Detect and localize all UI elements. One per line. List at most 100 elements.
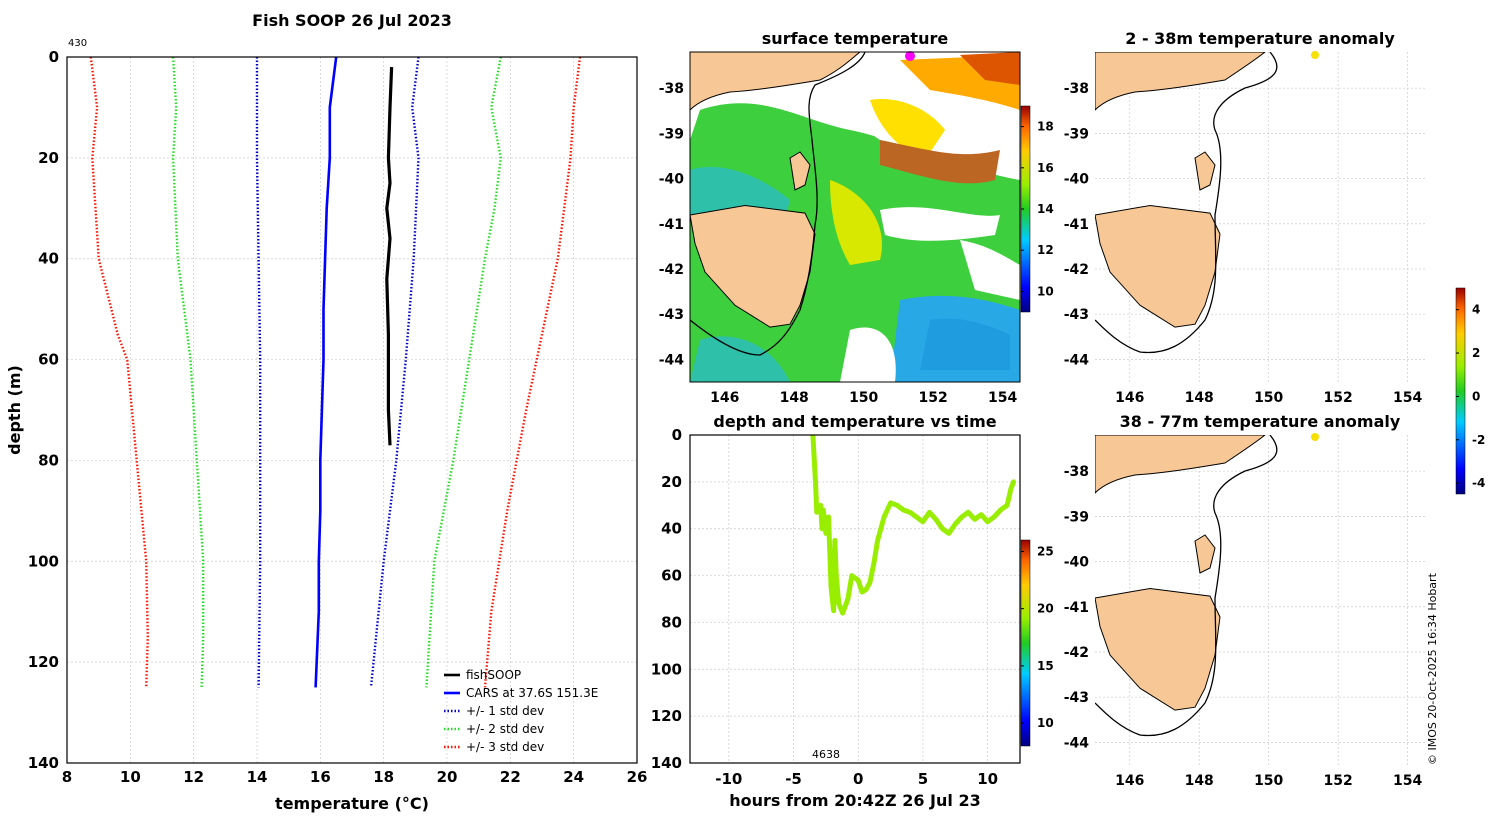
- profile-x-ticks: 8 10 12 14 16 18 20 22 24 26: [62, 768, 648, 786]
- sst-colorbar-tick-label: 10: [1037, 284, 1054, 298]
- sst-y-tick-label: -41: [659, 217, 684, 233]
- sst-y-tick-label: -42: [659, 262, 684, 278]
- depth-time-x-tick-label: 0: [853, 770, 863, 788]
- sst-axes-box: [689, 51, 1021, 383]
- sst-colorbar-tick-label: 18: [1037, 120, 1054, 134]
- profile-title: Fish SOOP 26 Jul 2023: [252, 11, 452, 30]
- anomaly-upper-x-tick-label: 154: [1393, 390, 1422, 406]
- sst-shelf-contour: [690, 52, 866, 356]
- profile-x-tick-label: 8: [62, 768, 72, 786]
- sst-land: [690, 52, 861, 328]
- anomaly-upper-x-tick-label: 146: [1115, 390, 1144, 406]
- profile-series-line: [314, 56, 338, 688]
- sst-x-tick-label: 154: [988, 390, 1017, 406]
- anomaly-lower-ticks: 146 148 150 152 154 -38 -39 -40 -41 -42 -43 -44: [1064, 464, 1423, 789]
- anomaly-lower-y-tick-label: -43: [1064, 690, 1089, 706]
- anomaly-upper-y-tick-label: -43: [1064, 307, 1089, 323]
- anomaly-upper-y-tick-label: -44: [1064, 352, 1090, 368]
- legend-label: +/- 3 std dev: [466, 740, 544, 754]
- profile-x-tick-label: 18: [373, 768, 394, 786]
- profile-legend: fishSOOP CARS at 37.6S 151.3E +/- 1 std de…: [444, 668, 598, 754]
- depth-time-x-tick-label: -5: [785, 770, 802, 788]
- anomaly-lower-x-tick-label: 146: [1115, 773, 1144, 789]
- anomaly-upper-land: [1095, 52, 1266, 328]
- sst-x-tick-label: 148: [780, 390, 809, 406]
- anomaly-lower-y-tick-label: -42: [1064, 645, 1089, 661]
- sst-title: surface temperature: [762, 29, 949, 48]
- anomaly-upper-y-tick-label: -42: [1064, 262, 1089, 278]
- depth-time-colorbar-tick-label: 20: [1037, 602, 1054, 616]
- depth-time-y-tick-label: 40: [661, 520, 682, 538]
- profile-series-line: [425, 56, 502, 688]
- profile-y-tick-label: 140: [28, 754, 59, 772]
- profile-x-tick-label: 16: [310, 768, 331, 786]
- anomaly-lower-y-tick-label: -40: [1064, 555, 1090, 571]
- profile-y-tick-label: 0: [49, 48, 59, 66]
- anomaly-lower-y-tick-label: -39: [1064, 509, 1089, 525]
- sst-y-tick-label: -44: [659, 352, 685, 368]
- sst-colorbar-ticks: 10 12 14 16 18: [1021, 120, 1054, 298]
- sst-colorbar-tick-label: 16: [1037, 161, 1054, 175]
- sst-x-tick-label: 150: [849, 390, 878, 406]
- anomaly-upper-y-tick-label: -39: [1064, 126, 1089, 142]
- anomaly-lower-x-tick-label: 148: [1185, 773, 1214, 789]
- anomaly-colorbar-tick-label: 2: [1472, 346, 1480, 360]
- depth-time-x-tick-label: -10: [715, 770, 742, 788]
- profile-y-tick-label: 60: [38, 351, 59, 369]
- sst-ticks: 146 148 150 152 154 -38 -39 -40 -41 -42 -43 -44: [659, 81, 1018, 406]
- anomaly-lower-y-tick-label: -41: [1064, 600, 1089, 616]
- anomaly-colorbar-tick-label: 4: [1472, 303, 1480, 317]
- anomaly-colorbar-tick-label: -4: [1472, 476, 1485, 490]
- depth-time-y-tick-label: 120: [651, 707, 682, 725]
- anomaly-lower-x-tick-label: 152: [1324, 773, 1353, 789]
- imos-credit: © IMOS 20-Oct-2025 16:34 Hobart: [1426, 572, 1439, 765]
- depth-time-colorbar-tick-label: 10: [1037, 716, 1054, 730]
- profile-series-line: [255, 57, 262, 688]
- profile-axes-box: [66, 56, 638, 764]
- anomaly-colorbar-ticks: 4 2 0 -2 -4: [1456, 303, 1485, 490]
- anomaly-upper-x-tick-label: 148: [1185, 390, 1214, 406]
- anomaly-lower-x-tick-label: 150: [1254, 773, 1283, 789]
- depth-time-colorbar-tick-label: 15: [1037, 659, 1054, 673]
- sst-x-tick-label: 152: [919, 390, 948, 406]
- anomaly-lower-title: 38 - 77m temperature anomaly: [1120, 412, 1401, 431]
- anomaly-colorbar-tick-label: -2: [1472, 433, 1485, 447]
- sst-x-tick-label: 146: [710, 390, 739, 406]
- profile-y-tick-label: 80: [38, 451, 59, 469]
- profile-x-tick-label: 20: [437, 768, 458, 786]
- depth-time-y-tick-label: 60: [661, 567, 682, 585]
- sst-y-tick-label: -40: [659, 172, 685, 188]
- anomaly-upper-y-tick-label: -38: [1064, 81, 1089, 97]
- anomaly-upper-panel: 2 - 38m temperature anomaly 146 148 150 152…: [1064, 29, 1425, 406]
- anomaly-lower-ship-marker: [1311, 433, 1319, 441]
- profile-series-line: [89, 56, 149, 688]
- profile-panel: Fish SOOP 26 Jul 2023 430 8 10 12 14 16 18 20 2…: [5, 11, 647, 813]
- legend-label: +/- 2 std dev: [466, 722, 544, 736]
- depth-time-y-tick-label: 20: [661, 473, 682, 491]
- depth-time-title: depth and temperature vs time: [713, 412, 996, 431]
- profile-series-line: [385, 67, 394, 446]
- legend-label: CARS at 37.6S 151.3E: [466, 686, 598, 700]
- profile-series: [89, 56, 582, 688]
- anomaly-lower-contour: [1095, 435, 1278, 737]
- anomaly-upper-title: 2 - 38m temperature anomaly: [1125, 29, 1395, 48]
- anomaly-upper-x-tick-label: 152: [1324, 390, 1353, 406]
- profile-y-tick-label: 20: [38, 149, 59, 167]
- profile-x-tick-label: 14: [247, 768, 268, 786]
- depth-time-y-tick-label: 80: [661, 613, 682, 631]
- profile-x-tick-label: 24: [563, 768, 584, 786]
- sst-ship-marker: [905, 51, 915, 61]
- sst-panel: surface temperature: [659, 29, 1054, 406]
- sst-y-tick-label: -43: [659, 307, 684, 323]
- depth-time-x-tick-label: 5: [918, 770, 928, 788]
- depth-time-colorbar-tick-label: 25: [1037, 544, 1054, 558]
- depth-time-y-tick-label: 100: [651, 660, 682, 678]
- depth-time-xlabel: hours from 20:42Z 26 Jul 23: [729, 791, 980, 810]
- profile-y-ticks: 0 20 40 60 80 100 120 140: [28, 48, 59, 772]
- profile-ylabel: depth (m): [5, 365, 24, 455]
- depth-time-axes-box: [689, 434, 1021, 764]
- sst-colorbar-tick-label: 14: [1037, 202, 1054, 216]
- profile-xlabel: temperature (°C): [275, 794, 429, 813]
- anomaly-upper-contour: [1095, 52, 1278, 354]
